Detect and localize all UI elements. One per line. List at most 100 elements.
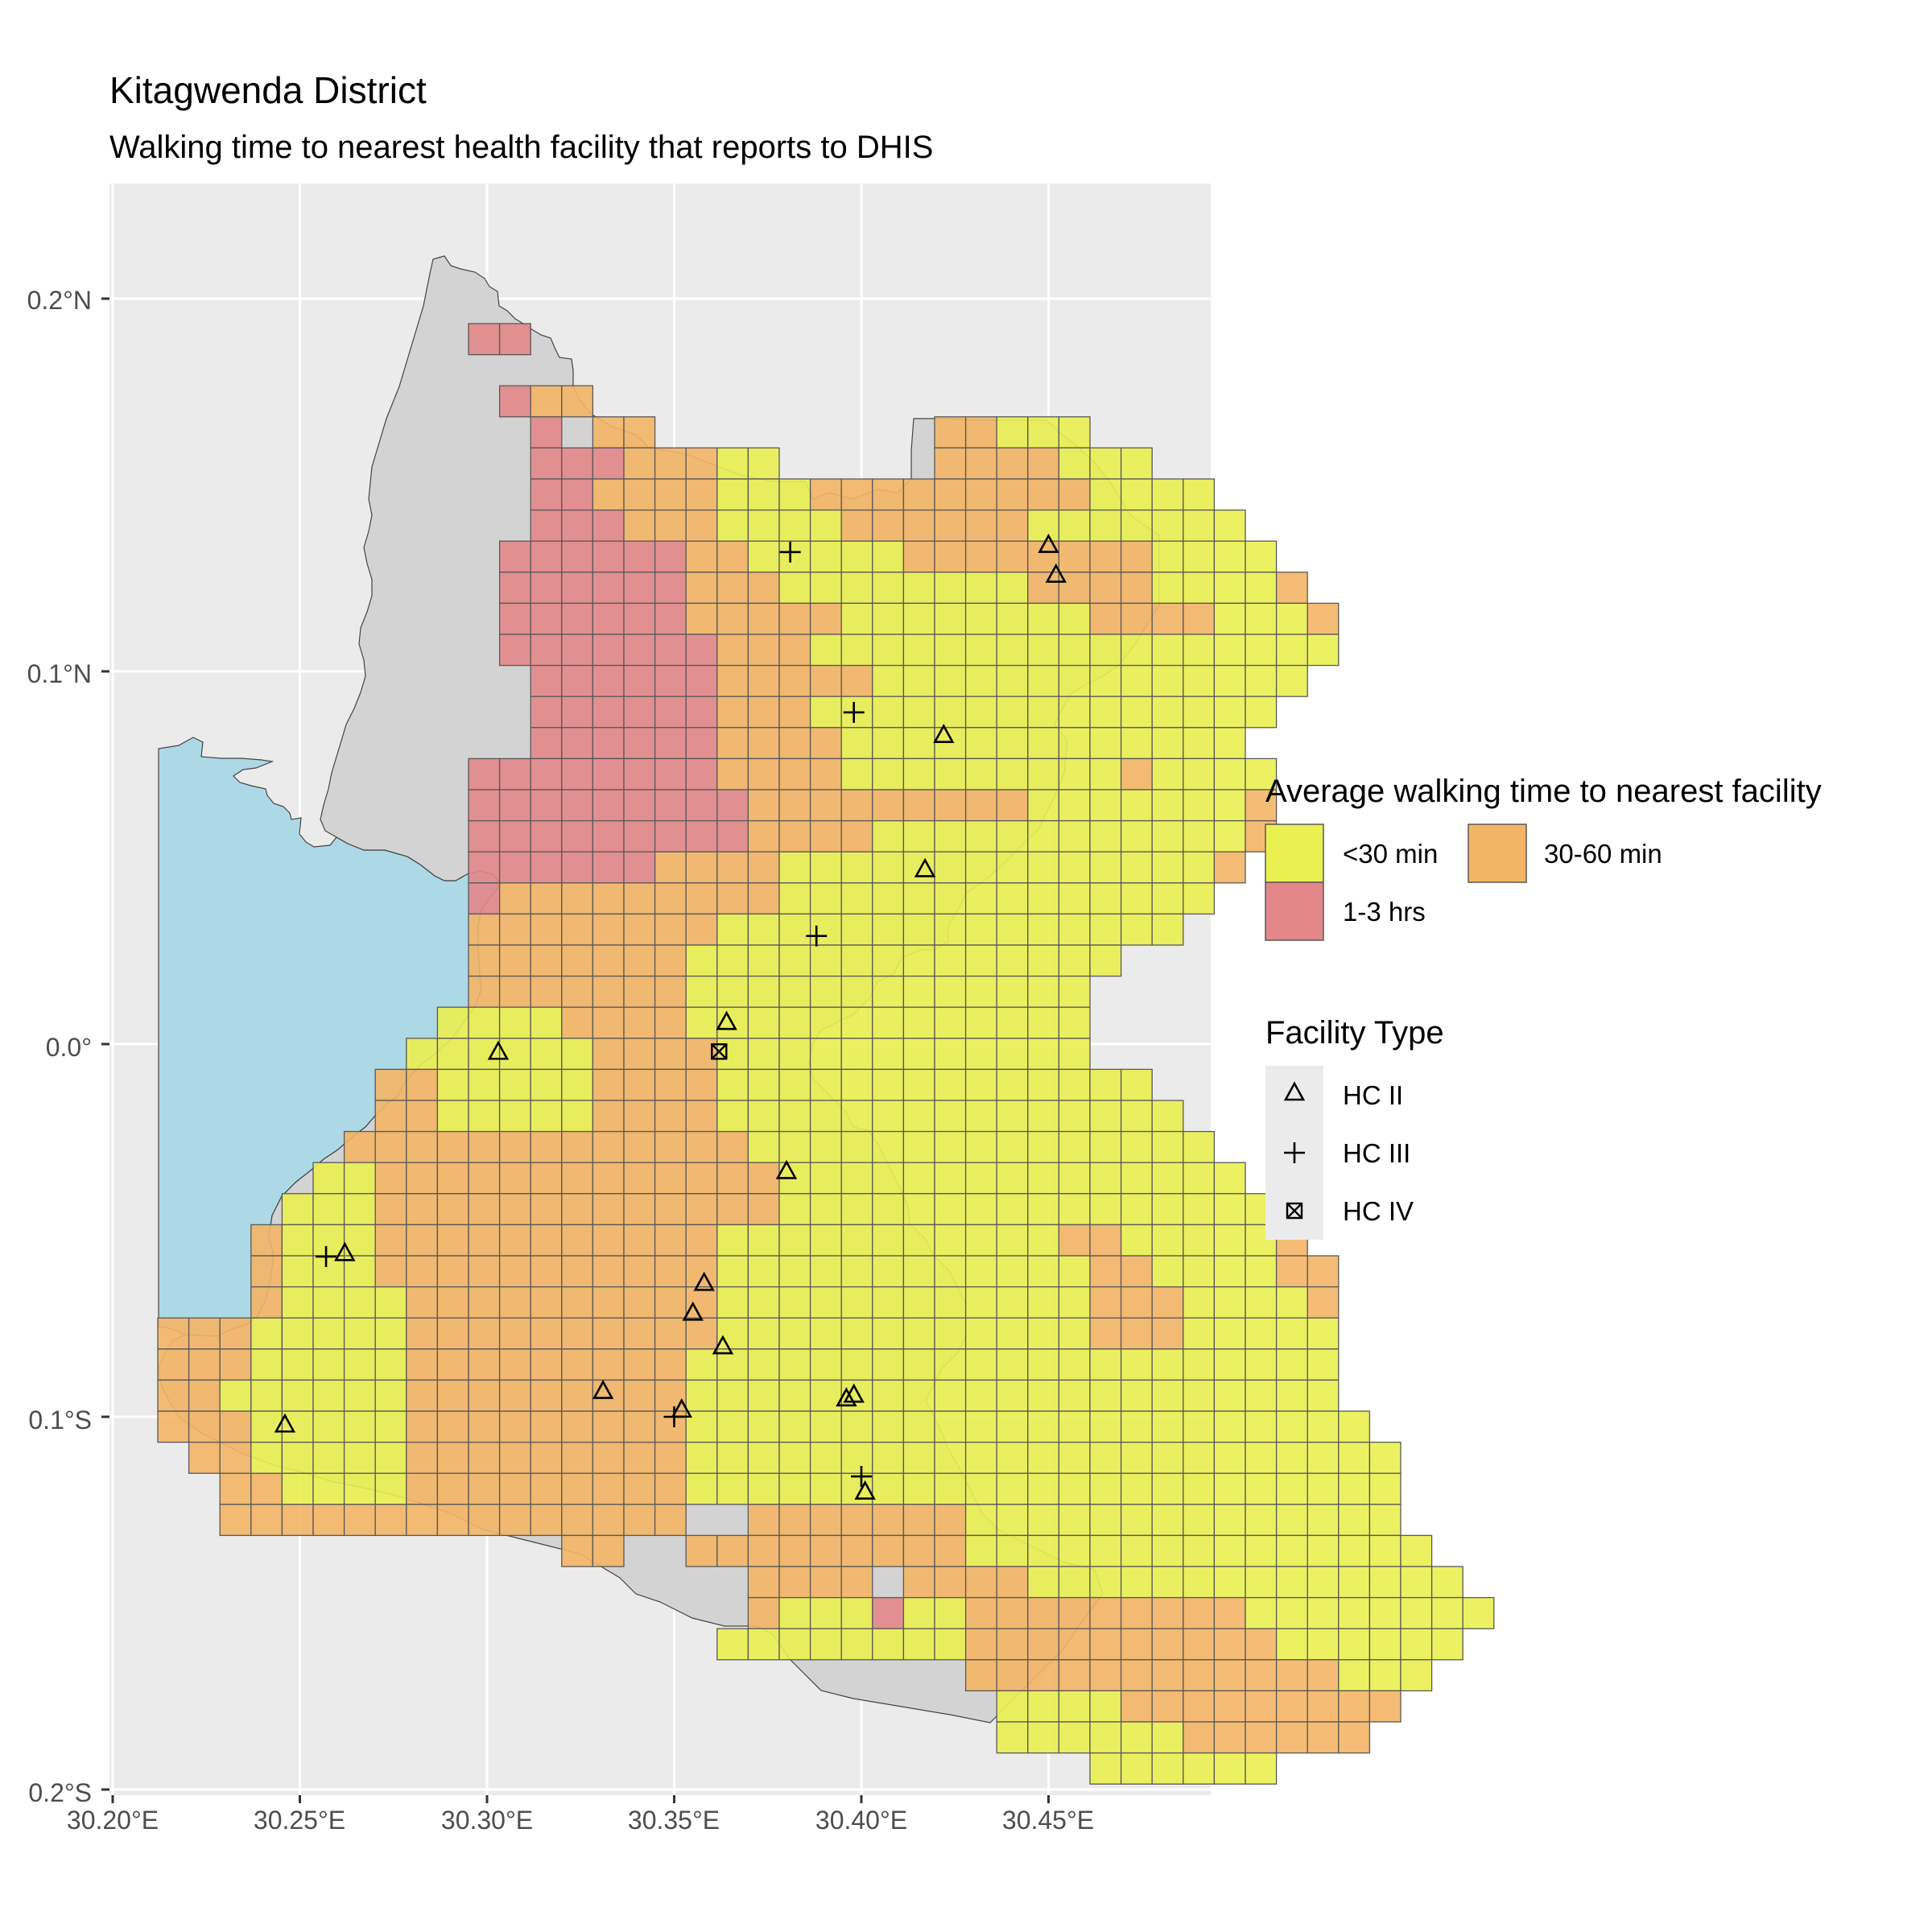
cell-30to60	[1089, 602, 1122, 635]
cell-30to60	[872, 478, 905, 511]
cell-lt30	[312, 1193, 345, 1226]
cell-lt30	[778, 851, 811, 884]
cell-30to60	[934, 1534, 967, 1567]
cell-lt30	[996, 1068, 1029, 1101]
cell-30to60	[406, 1286, 439, 1319]
cell-30to60	[654, 509, 687, 542]
cell-lt30	[996, 602, 1029, 635]
cell-lt30	[964, 1130, 997, 1163]
cell-lt30	[872, 1348, 905, 1381]
cell-lt30	[312, 1410, 345, 1443]
cell-30to60	[716, 1534, 749, 1567]
cell-lt30	[934, 1224, 967, 1257]
cell-1to3	[498, 851, 531, 884]
cell-30to60	[778, 789, 811, 822]
cell-1to3	[530, 478, 563, 511]
cell-lt30	[840, 1224, 873, 1257]
cell-lt30	[716, 1628, 749, 1661]
cell-lt30	[1058, 416, 1091, 449]
cell-lt30	[934, 1379, 967, 1412]
cell-1to3	[530, 540, 563, 573]
cell-lt30	[1213, 509, 1246, 542]
cell-1to3	[530, 664, 563, 697]
cell-30to60	[530, 1317, 563, 1350]
cell-30to60	[934, 416, 967, 449]
cell-lt30	[996, 1162, 1029, 1195]
cell-30to60	[498, 1504, 531, 1537]
cell-1to3	[716, 789, 749, 822]
cell-lt30	[1089, 634, 1122, 667]
cell-lt30	[872, 819, 905, 852]
cell-1to3	[685, 664, 718, 697]
cell-30to60	[654, 1038, 687, 1071]
cell-30to60	[498, 1472, 531, 1505]
cell-lt30	[1307, 1410, 1340, 1443]
cell-lt30	[1027, 1286, 1060, 1319]
cell-30to60	[530, 1504, 563, 1537]
cell-30to60	[623, 1068, 656, 1101]
cell-lt30	[964, 758, 997, 791]
cell-lt30	[964, 1224, 997, 1257]
cell-lt30	[840, 634, 873, 667]
cell-30to60	[468, 975, 501, 1008]
cell-30to60	[1089, 1286, 1122, 1319]
cell-30to60	[996, 1659, 1029, 1692]
cell-lt30	[964, 975, 997, 1008]
cell-lt30	[934, 1410, 967, 1443]
cell-lt30	[1245, 1441, 1278, 1474]
cell-30to60	[530, 1410, 563, 1443]
cell-lt30	[964, 1441, 997, 1474]
cell-lt30	[1307, 1566, 1340, 1599]
cell-lt30	[374, 1286, 407, 1319]
cell-lt30	[872, 1441, 905, 1474]
cell-30to60	[343, 1130, 376, 1163]
cell-30to60	[778, 602, 811, 635]
cell-30to60	[996, 540, 1029, 573]
cell-30to60	[468, 1224, 501, 1257]
cell-lt30	[1058, 944, 1091, 977]
cell-lt30	[872, 758, 905, 791]
cell-30to60	[996, 509, 1029, 542]
cell-30to60	[468, 913, 501, 946]
cell-30to60	[747, 1504, 780, 1537]
cell-lt30	[1213, 1255, 1246, 1288]
cell-lt30	[530, 1100, 563, 1133]
cell-1to3	[623, 602, 656, 635]
cell-lt30	[778, 509, 811, 542]
cell-lt30	[964, 727, 997, 760]
cell-lt30	[747, 913, 780, 946]
cell-1to3	[530, 602, 563, 635]
cell-30to60	[747, 851, 780, 884]
cell-lt30	[964, 634, 997, 667]
cell-1to3	[498, 634, 531, 667]
cell-30to60	[219, 1317, 252, 1350]
cell-30to60	[623, 416, 656, 449]
cell-lt30	[747, 1410, 780, 1443]
cell-1to3	[592, 664, 625, 697]
cell-lt30	[1183, 1379, 1216, 1412]
cell-lt30	[996, 1504, 1029, 1537]
cell-lt30	[1245, 1255, 1278, 1288]
cell-30to60	[654, 944, 687, 977]
cell-lt30	[1027, 944, 1060, 977]
cell-lt30	[716, 1410, 749, 1443]
cell-lt30	[1245, 1752, 1278, 1785]
cell-1to3	[654, 602, 687, 635]
cell-lt30	[685, 1441, 718, 1474]
cell-lt30	[1400, 1628, 1433, 1661]
cell-lt30	[1183, 478, 1216, 511]
cell-lt30	[1058, 1410, 1091, 1443]
cell-lt30	[747, 1348, 780, 1381]
cell-30to60	[654, 975, 687, 1008]
cell-1to3	[685, 696, 718, 729]
cell-30to60	[1338, 1690, 1371, 1723]
cell-30to60	[654, 1193, 687, 1226]
cell-lt30	[809, 1068, 842, 1101]
cell-lt30	[840, 1348, 873, 1381]
cell-30to60	[530, 944, 563, 977]
cell-30to60	[468, 1162, 501, 1195]
cell-lt30	[1027, 1379, 1060, 1412]
cell-lt30	[964, 572, 997, 605]
cell-30to60	[902, 509, 935, 542]
cell-30to60	[281, 1504, 314, 1537]
